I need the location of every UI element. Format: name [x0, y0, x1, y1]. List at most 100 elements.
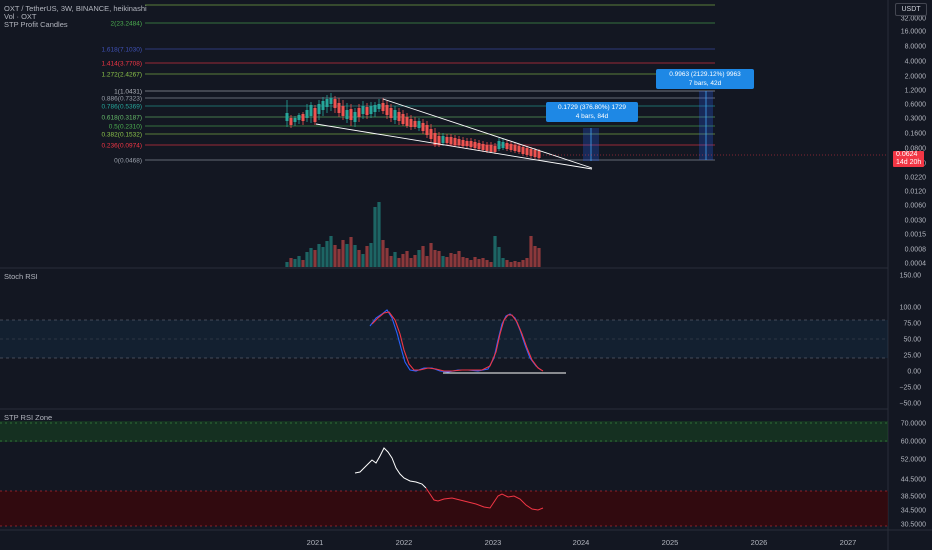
volume-bar: [429, 243, 433, 267]
volume-bar: [421, 246, 425, 267]
volume-bar: [417, 250, 421, 267]
volume-bar: [369, 243, 373, 267]
volume-bar: [473, 257, 477, 267]
volume-bar: [305, 252, 309, 267]
volume-bar: [469, 260, 473, 267]
candle-body: [509, 144, 513, 150]
volume-bar: [513, 261, 517, 267]
fib-label: 2(23.2484): [111, 21, 142, 28]
stoch-axis-label: 50.00: [903, 337, 921, 344]
candle-body: [433, 133, 437, 145]
volume-bar: [397, 258, 401, 267]
candle-body: [497, 141, 501, 149]
candle-body: [473, 142, 477, 148]
volume-legend: Vol · OXT: [4, 12, 37, 21]
fib-label: 0.5(0.2310): [109, 124, 142, 131]
volume-bar: [381, 240, 385, 267]
rsi-line-upper: [354, 447, 427, 489]
volume-bar: [365, 246, 369, 267]
symbol-title: OXT / TetherUS, 3W, BINANCE, heikinashi: [4, 4, 147, 13]
candle-body: [501, 142, 505, 148]
volume-bar: [377, 202, 381, 267]
candle-body: [417, 121, 421, 128]
candle-body: [317, 104, 321, 114]
volume-bar: [441, 256, 445, 267]
time-axis-label: 2025: [662, 538, 679, 547]
measure-callout-2[interactable]: 0.1729 (376.80%) 1729 4 bars, 84d: [546, 102, 638, 122]
price-axis-label: 4.0000: [905, 59, 927, 66]
candle-body: [397, 112, 401, 121]
time-axis-label: 2024: [573, 538, 590, 547]
fib-label: 0.382(0.1532): [102, 132, 142, 139]
volume-bar: [329, 236, 333, 267]
volume-bar: [437, 251, 441, 267]
candle-body: [517, 146, 521, 152]
stoch-d-line: [371, 311, 544, 372]
price-axis-label: 0.6000: [905, 102, 927, 109]
volume-bar: [317, 244, 321, 267]
rsi-axis-label: 34.5000: [901, 508, 926, 515]
rsi-lower-zone: [0, 491, 888, 526]
volume-bar: [409, 258, 413, 267]
candle-body: [489, 145, 493, 152]
volume-bar: [325, 241, 329, 267]
volume-bar: [497, 247, 501, 267]
rsi-axis-label: 52.0000: [901, 457, 926, 464]
volume-bar: [461, 257, 465, 267]
candle-body: [373, 105, 377, 112]
callout-1-value: 0.9963 (2129.12%) 9963: [669, 71, 741, 78]
volume-bar: [453, 254, 457, 267]
price-axis-label: 0.0015: [905, 232, 927, 239]
volume-bar: [349, 237, 353, 267]
price-axis-label: 16.0000: [901, 29, 926, 36]
time-axis-label: 2026: [751, 538, 768, 547]
time-axis-label: 2023: [485, 538, 502, 547]
candle-body: [333, 99, 337, 108]
measure-callout-1[interactable]: 0.9963 (2129.12%) 9963 7 bars, 42d: [656, 69, 754, 89]
fib-label: 1.272(2.4267): [102, 72, 142, 79]
fib-label: 1.618(7.1030): [102, 47, 142, 54]
volume-bar: [525, 258, 529, 267]
fib-label: 0.886(0.7323): [102, 96, 142, 103]
candle-body: [469, 141, 473, 147]
rsi-upper-zone: [0, 421, 888, 442]
price-axis-label: 2.0000: [905, 74, 927, 81]
candle-body: [493, 146, 497, 152]
candle-body: [521, 147, 525, 154]
stoch-axis-label: −50.00: [899, 401, 921, 408]
volume-bar: [521, 260, 525, 267]
candle-body: [361, 106, 365, 114]
volume-group: [285, 202, 541, 267]
callout-1-bars: 7 bars, 42d: [688, 80, 722, 87]
rsi-axis-label: 70.0000: [901, 421, 926, 428]
volume-bar: [517, 262, 521, 267]
price-axis-label: 0.0030: [905, 218, 927, 225]
volume-bar: [537, 248, 541, 267]
fib-label: 0.786(0.5369): [102, 104, 142, 111]
candle-body: [505, 143, 509, 149]
candle-body: [285, 113, 289, 121]
volume-bar: [477, 259, 481, 267]
candle-body: [513, 145, 517, 151]
volume-bar: [529, 236, 533, 267]
price-axis-label: 32.0000: [901, 16, 926, 23]
candle-body: [385, 105, 389, 115]
volume-bar: [501, 258, 505, 267]
candle-body: [453, 138, 457, 145]
rsi-axis-label: 30.5000: [901, 522, 926, 529]
volume-bar: [465, 258, 469, 267]
time-axis-label: 2022: [396, 538, 413, 547]
time-axis-label: 2027: [840, 538, 857, 547]
currency-button[interactable]: USDT: [895, 3, 927, 16]
rsi-zone-title: STP RSI Zone: [4, 413, 53, 422]
volume-bar: [337, 249, 341, 267]
candle-body: [345, 110, 349, 119]
callout-2-value: 0.1729 (376.80%) 1729: [558, 104, 626, 111]
volume-bar: [405, 251, 409, 267]
price-axis-label: 8.0000: [905, 44, 927, 51]
candle-body: [525, 148, 529, 155]
volume-bar: [481, 258, 485, 267]
candle-body: [321, 101, 325, 110]
candle-body: [477, 143, 481, 149]
